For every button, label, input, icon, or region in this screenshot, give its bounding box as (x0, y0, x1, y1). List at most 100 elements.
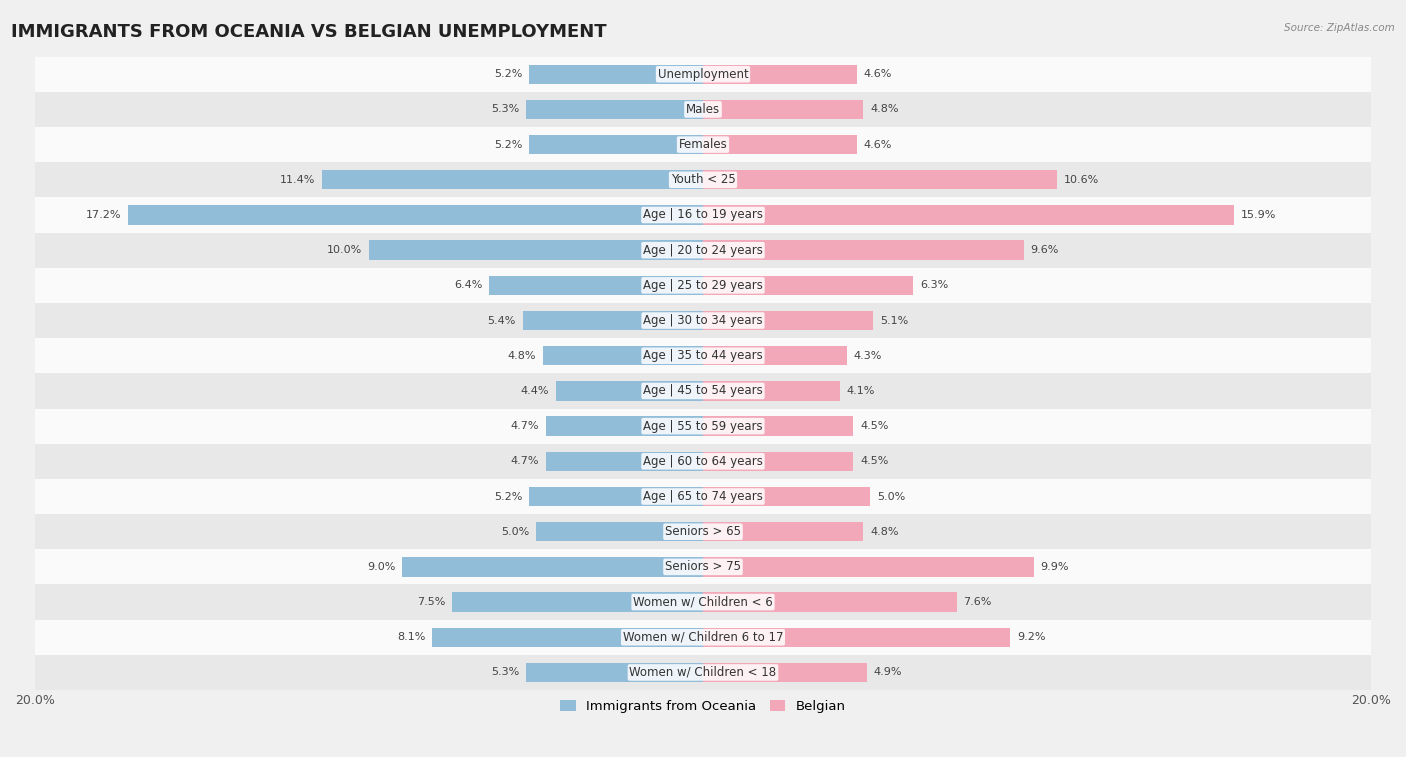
Bar (536, 522, 703, 541)
Text: 4.5%: 4.5% (860, 456, 889, 466)
Bar (128, 205, 703, 225)
Text: Age | 55 to 59 years: Age | 55 to 59 years (643, 419, 763, 432)
Bar (703, 522, 863, 541)
Text: 6.3%: 6.3% (920, 280, 949, 291)
Text: 4.3%: 4.3% (853, 350, 882, 361)
Text: 5.4%: 5.4% (488, 316, 516, 326)
Text: 5.2%: 5.2% (495, 69, 523, 79)
Bar (322, 170, 703, 189)
Bar (526, 663, 703, 682)
Text: 4.1%: 4.1% (846, 386, 875, 396)
Bar (703, 382, 839, 400)
Text: 10.0%: 10.0% (328, 245, 363, 255)
Bar (35, 620, 1371, 655)
Bar (35, 444, 1371, 479)
Bar (35, 92, 1371, 127)
Text: Women w/ Children 6 to 17: Women w/ Children 6 to 17 (623, 631, 783, 643)
Bar (703, 64, 856, 84)
Bar (453, 593, 703, 612)
Text: 4.7%: 4.7% (510, 456, 540, 466)
Text: Women w/ Children < 18: Women w/ Children < 18 (630, 666, 776, 679)
Bar (703, 487, 870, 506)
Text: 4.9%: 4.9% (873, 668, 901, 678)
Text: Age | 30 to 34 years: Age | 30 to 34 years (643, 314, 763, 327)
Bar (703, 557, 1033, 577)
Text: 15.9%: 15.9% (1240, 210, 1277, 220)
Text: 17.2%: 17.2% (86, 210, 122, 220)
Bar (35, 303, 1371, 338)
Text: 4.6%: 4.6% (863, 69, 891, 79)
Bar (35, 655, 1371, 690)
Bar (703, 663, 866, 682)
Text: 7.6%: 7.6% (963, 597, 991, 607)
Bar (703, 276, 914, 295)
Bar (35, 550, 1371, 584)
Text: 6.4%: 6.4% (454, 280, 482, 291)
Text: 5.0%: 5.0% (877, 491, 905, 501)
Text: 9.6%: 9.6% (1031, 245, 1059, 255)
Bar (543, 346, 703, 366)
Bar (489, 276, 703, 295)
Text: IMMIGRANTS FROM OCEANIA VS BELGIAN UNEMPLOYMENT: IMMIGRANTS FROM OCEANIA VS BELGIAN UNEMP… (11, 23, 607, 41)
Text: 4.8%: 4.8% (870, 104, 898, 114)
Bar (529, 64, 703, 84)
Text: Age | 60 to 64 years: Age | 60 to 64 years (643, 455, 763, 468)
Text: 7.5%: 7.5% (418, 597, 446, 607)
Text: Seniors > 65: Seniors > 65 (665, 525, 741, 538)
Bar (703, 135, 856, 154)
Text: 5.0%: 5.0% (501, 527, 529, 537)
Text: Males: Males (686, 103, 720, 116)
Text: Seniors > 75: Seniors > 75 (665, 560, 741, 573)
Text: 9.0%: 9.0% (367, 562, 395, 572)
Legend: Immigrants from Oceania, Belgian: Immigrants from Oceania, Belgian (555, 695, 851, 718)
Text: 5.2%: 5.2% (495, 491, 523, 501)
Text: Youth < 25: Youth < 25 (671, 173, 735, 186)
Bar (35, 409, 1371, 444)
Bar (35, 268, 1371, 303)
Text: Age | 20 to 24 years: Age | 20 to 24 years (643, 244, 763, 257)
Bar (35, 373, 1371, 409)
Text: Women w/ Children < 6: Women w/ Children < 6 (633, 596, 773, 609)
Bar (35, 232, 1371, 268)
Bar (526, 100, 703, 119)
Text: 4.8%: 4.8% (870, 527, 898, 537)
Text: 8.1%: 8.1% (398, 632, 426, 642)
Bar (35, 338, 1371, 373)
Bar (555, 382, 703, 400)
Bar (402, 557, 703, 577)
Bar (703, 416, 853, 436)
Text: 4.5%: 4.5% (860, 421, 889, 431)
Bar (703, 593, 957, 612)
Bar (703, 170, 1057, 189)
Bar (703, 241, 1024, 260)
Bar (35, 57, 1371, 92)
Text: 4.8%: 4.8% (508, 350, 536, 361)
Text: 11.4%: 11.4% (280, 175, 315, 185)
Text: Age | 25 to 29 years: Age | 25 to 29 years (643, 279, 763, 292)
Bar (433, 628, 703, 647)
Bar (703, 346, 846, 366)
Text: Age | 35 to 44 years: Age | 35 to 44 years (643, 349, 763, 363)
Bar (35, 162, 1371, 198)
Text: Age | 65 to 74 years: Age | 65 to 74 years (643, 490, 763, 503)
Bar (35, 198, 1371, 232)
Bar (703, 100, 863, 119)
Bar (35, 479, 1371, 514)
Text: 9.9%: 9.9% (1040, 562, 1069, 572)
Text: 5.2%: 5.2% (495, 139, 523, 150)
Bar (703, 452, 853, 471)
Bar (368, 241, 703, 260)
Text: 5.3%: 5.3% (491, 104, 519, 114)
Text: 4.6%: 4.6% (863, 139, 891, 150)
Bar (529, 135, 703, 154)
Text: Age | 16 to 19 years: Age | 16 to 19 years (643, 208, 763, 222)
Text: Source: ZipAtlas.com: Source: ZipAtlas.com (1284, 23, 1395, 33)
Bar (546, 452, 703, 471)
Text: 4.4%: 4.4% (520, 386, 550, 396)
Bar (35, 127, 1371, 162)
Bar (703, 628, 1011, 647)
Bar (703, 205, 1234, 225)
Text: Females: Females (679, 138, 727, 151)
Text: 10.6%: 10.6% (1064, 175, 1099, 185)
Bar (35, 584, 1371, 620)
